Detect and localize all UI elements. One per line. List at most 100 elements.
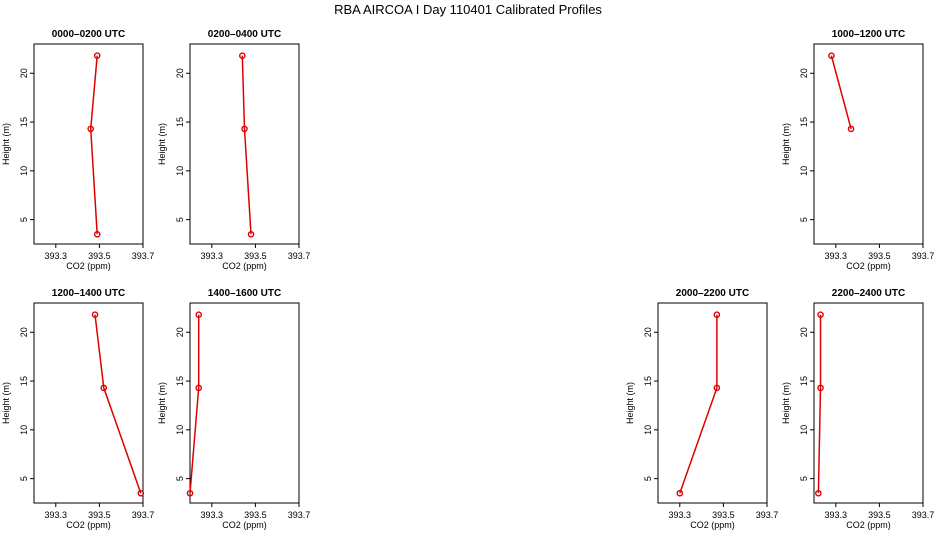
panel-2000-2200: 2000–2200 UTC 393.3 393.5 393.7 5 10 15 20 CO2 (…	[625, 288, 779, 530]
y-axis-label: Height (m)	[781, 123, 791, 165]
panel-1000-1200: 1000–1200 UTC 393.3 393.5 393.7 5 10 15 20 CO2 (…	[781, 29, 935, 271]
y-axis-label: Height (m)	[157, 123, 167, 165]
y-axis-label: Height (m)	[1, 123, 11, 165]
x-tick-label: 393.3	[825, 510, 848, 520]
plot-frame	[189, 302, 300, 504]
y-tick-label: 10	[799, 425, 809, 435]
x-tick-label: 393.7	[288, 510, 311, 520]
y-tick-label: 5	[175, 217, 185, 222]
data-point	[239, 52, 246, 60]
data-point	[195, 384, 203, 392]
y-tick-label: 10	[19, 425, 29, 435]
y-axis-label: Height (m)	[157, 382, 167, 424]
data-point	[93, 230, 101, 238]
series-line	[94, 314, 142, 494]
y-axis-label: Height (m)	[1, 382, 11, 424]
y-tick-label: 15	[175, 376, 185, 386]
y-tick-label: 15	[799, 117, 809, 127]
panel-title: 0000–0200 UTC	[52, 29, 125, 40]
data-point	[817, 384, 824, 392]
panel-1200-1400: 1200–1400 UTC 393.3 393.5 393.7 5 10 15 20 CO2 (…	[1, 288, 155, 530]
data-point	[100, 384, 108, 392]
data-point	[186, 489, 194, 497]
x-tick-label: 393.3	[669, 510, 692, 520]
panel-title: 1000–1200 UTC	[832, 29, 905, 40]
x-tick-label: 393.7	[912, 251, 935, 261]
data-point	[195, 311, 203, 319]
panel-title: 2000–2200 UTC	[676, 288, 749, 299]
data-point	[828, 52, 835, 60]
data-point	[87, 125, 94, 133]
series-line	[241, 55, 252, 235]
data-point	[247, 230, 255, 238]
y-tick-label: 5	[175, 476, 185, 481]
y-tick-label: 20	[643, 327, 653, 337]
y-tick-label: 5	[799, 217, 809, 222]
data-point	[713, 384, 721, 392]
x-tick-label: 393.5	[712, 510, 735, 520]
plot-frame	[657, 302, 768, 504]
y-tick-label: 20	[799, 327, 809, 337]
x-tick-label: 393.3	[201, 510, 224, 520]
plot-frame	[813, 302, 924, 504]
y-tick-label: 15	[643, 376, 653, 386]
x-tick-label: 393.3	[201, 251, 224, 261]
plot-frame	[33, 302, 144, 504]
data-point	[847, 125, 855, 133]
panel-title: 2200–2400 UTC	[832, 288, 905, 299]
x-axis-label: CO2 (ppm)	[222, 520, 267, 530]
figure-title: RBA AIRCOA I Day 110401 Calibrated Profi…	[334, 2, 602, 17]
x-tick-label: 393.5	[244, 251, 267, 261]
panel-1400-1600: 1400–1600 UTC 393.3 393.5 393.7 5 10 15 20 CO2 (…	[157, 288, 311, 530]
y-tick-label: 10	[175, 425, 185, 435]
y-tick-label: 5	[799, 476, 809, 481]
y-axis-label: Height (m)	[625, 382, 635, 424]
x-axis-label: CO2 (ppm)	[66, 261, 111, 271]
x-tick-label: 393.5	[868, 510, 891, 520]
data-point	[817, 311, 824, 319]
y-tick-label: 10	[799, 166, 809, 176]
x-tick-label: 393.5	[868, 251, 891, 261]
x-axis-label: CO2 (ppm)	[690, 520, 735, 530]
data-point	[713, 311, 721, 319]
panel-0200-0400: 0200–0400 UTC 393.3 393.5 393.7 5 10 15 20 CO2 (…	[157, 29, 311, 271]
data-point	[241, 125, 248, 133]
y-tick-label: 20	[19, 327, 29, 337]
x-tick-label: 393.5	[244, 510, 267, 520]
series-line	[817, 314, 822, 494]
y-tick-label: 20	[175, 68, 185, 78]
y-tick-label: 20	[19, 68, 29, 78]
data-point	[815, 489, 822, 497]
panel-2200-2400: 2200–2400 UTC 393.3 393.5 393.7 5 10 15 20 CO2 (…	[781, 288, 935, 530]
x-tick-label: 393.7	[912, 510, 935, 520]
y-tick-label: 20	[175, 327, 185, 337]
series-line	[679, 314, 718, 494]
plot-frame	[813, 43, 924, 245]
x-tick-label: 393.3	[45, 251, 68, 261]
y-axis-label: Height (m)	[781, 382, 791, 424]
x-axis-label: CO2 (ppm)	[66, 520, 111, 530]
y-tick-label: 5	[19, 476, 29, 481]
x-tick-label: 393.7	[288, 251, 311, 261]
series-line	[89, 55, 98, 235]
series-line	[189, 314, 200, 494]
y-tick-label: 10	[19, 166, 29, 176]
x-tick-label: 393.7	[132, 510, 155, 520]
x-tick-label: 393.7	[132, 251, 155, 261]
y-tick-label: 5	[19, 217, 29, 222]
panel-title: 0200–0400 UTC	[208, 29, 281, 40]
x-tick-label: 393.5	[88, 251, 111, 261]
series-line	[830, 55, 852, 130]
y-tick-label: 15	[19, 117, 29, 127]
y-tick-label: 15	[175, 117, 185, 127]
y-tick-label: 5	[643, 476, 653, 481]
data-point	[91, 311, 99, 319]
x-tick-label: 393.5	[88, 510, 111, 520]
x-tick-label: 393.3	[45, 510, 68, 520]
x-tick-label: 393.7	[756, 510, 779, 520]
data-point	[93, 52, 101, 60]
data-point	[676, 489, 684, 497]
y-tick-label: 15	[19, 376, 29, 386]
plot-frame	[189, 43, 300, 245]
panel-title: 1400–1600 UTC	[208, 288, 281, 299]
